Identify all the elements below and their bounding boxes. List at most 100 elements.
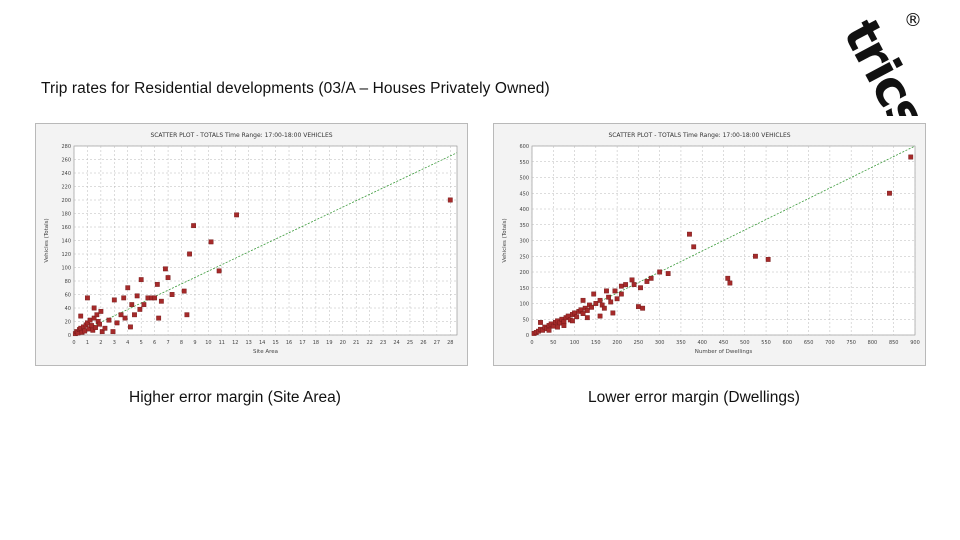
x-tick-label: 28 xyxy=(447,340,453,346)
data-point xyxy=(114,320,120,326)
y-tick-label: 280 xyxy=(61,144,71,150)
x-tick-label: 500 xyxy=(740,340,750,346)
y-tick-label: 0 xyxy=(526,333,529,339)
chart-header: SCATTER PLOT - TOTALS Time Range: 17:00-… xyxy=(150,132,332,139)
x-tick-label: 10 xyxy=(205,340,211,346)
data-point xyxy=(561,323,567,328)
data-point xyxy=(593,301,599,306)
y-tick-label: 100 xyxy=(61,266,71,272)
data-point xyxy=(187,251,192,257)
data-point xyxy=(102,325,108,331)
data-point xyxy=(635,304,641,310)
y-tick-label: 100 xyxy=(519,302,529,308)
data-point xyxy=(629,277,635,283)
x-tick-label: 27 xyxy=(434,340,440,346)
data-point xyxy=(574,314,580,320)
data-point xyxy=(648,275,654,281)
y-tick-label: 150 xyxy=(519,286,529,292)
chart-subtitle: Time Range: 17:00-18:00 xyxy=(224,132,303,139)
data-point xyxy=(82,328,88,334)
x-tick-label: 150 xyxy=(591,340,601,346)
y-tick-label: 450 xyxy=(519,191,529,197)
trend-line xyxy=(73,152,458,336)
x-tick-label: 11 xyxy=(219,340,225,346)
slide-title: Trip rates for Residential developments … xyxy=(41,80,550,97)
y-tick-label: 120 xyxy=(61,252,71,258)
data-point xyxy=(644,279,650,284)
x-tick-label: 50 xyxy=(550,340,556,346)
x-tick-label: 400 xyxy=(697,340,707,346)
data-point xyxy=(597,313,603,319)
y-tick-label: 80 xyxy=(65,279,71,285)
y-tick-label: 500 xyxy=(519,176,529,182)
x-tick-label: 8 xyxy=(180,340,183,346)
data-point xyxy=(687,231,692,237)
data-point xyxy=(584,315,590,321)
data-point xyxy=(110,329,116,335)
data-point xyxy=(141,302,147,308)
data-point xyxy=(91,315,97,321)
data-point xyxy=(765,256,771,262)
y-tick-label: 180 xyxy=(61,212,71,218)
data-point xyxy=(665,271,671,276)
data-point xyxy=(158,298,164,304)
y-tick-label: 140 xyxy=(61,239,71,245)
data-point xyxy=(137,306,143,312)
y-tick-label: 350 xyxy=(519,223,529,229)
x-tick-label: 25 xyxy=(407,340,413,346)
registered-mark: ® xyxy=(904,10,922,31)
x-tick-label: 5 xyxy=(140,340,143,346)
chart-panel-dwellings: SCATTER PLOT - TOTALS Time Range: 17:00-… xyxy=(493,123,926,366)
data-point xyxy=(208,239,214,245)
data-point xyxy=(618,283,624,289)
data-point xyxy=(589,304,594,310)
x-tick-label: 0 xyxy=(72,340,75,346)
y-axis-label: Vehicles (Totals) xyxy=(44,218,50,262)
x-tick-label: 900 xyxy=(910,340,920,346)
x-tick-label: 3 xyxy=(113,340,116,346)
x-tick-label: 0 xyxy=(530,340,533,346)
data-point xyxy=(128,324,133,330)
x-tick-label: 650 xyxy=(804,340,814,346)
data-point xyxy=(604,288,609,294)
chart-mode: VEHICLES xyxy=(303,132,333,139)
x-tick-label: 15 xyxy=(272,340,278,346)
x-axis-label: Site Area xyxy=(253,349,278,355)
data-point xyxy=(608,299,614,305)
data-point xyxy=(887,190,892,196)
data-point xyxy=(98,308,104,314)
y-tick-label: 250 xyxy=(519,254,529,260)
data-point xyxy=(156,315,162,321)
x-tick-label: 850 xyxy=(889,340,899,346)
y-tick-label: 240 xyxy=(61,171,71,177)
y-tick-label: 220 xyxy=(61,185,71,191)
y-tick-label: 300 xyxy=(519,239,529,245)
data-point xyxy=(640,305,646,311)
data-point xyxy=(234,212,240,218)
x-tick-label: 18 xyxy=(313,340,319,346)
data-point xyxy=(78,313,84,319)
x-tick-label: 6 xyxy=(153,340,156,346)
x-tick-label: 16 xyxy=(286,340,292,346)
data-point xyxy=(597,297,603,303)
data-point xyxy=(610,310,616,316)
data-point xyxy=(85,295,90,301)
y-axis-label: Vehicles (Totals) xyxy=(502,218,508,262)
x-tick-label: 7 xyxy=(166,340,169,346)
data-point xyxy=(129,302,135,308)
data-point xyxy=(162,266,168,272)
y-tick-label: 260 xyxy=(61,158,71,164)
data-point xyxy=(606,294,612,300)
data-point xyxy=(612,288,618,294)
data-point xyxy=(169,292,175,297)
data-point xyxy=(91,305,97,311)
data-point xyxy=(555,324,560,330)
data-point xyxy=(134,293,140,299)
data-point xyxy=(132,312,137,318)
data-point xyxy=(184,312,190,318)
x-tick-label: 14 xyxy=(259,340,265,346)
data-point xyxy=(97,321,102,327)
x-tick-label: 22 xyxy=(366,340,372,346)
data-point xyxy=(657,269,663,275)
data-point xyxy=(118,312,124,318)
